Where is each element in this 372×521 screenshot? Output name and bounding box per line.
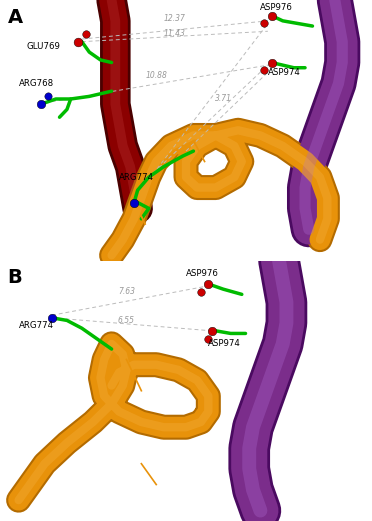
Text: A: A	[7, 8, 23, 27]
Text: ASP976: ASP976	[186, 269, 219, 278]
Point	[269, 11, 275, 20]
Point	[269, 58, 275, 67]
Text: 10.88: 10.88	[145, 71, 167, 80]
Text: GLU769: GLU769	[26, 42, 60, 52]
Point	[83, 30, 89, 38]
Text: 12.37: 12.37	[164, 14, 186, 23]
Point	[45, 92, 51, 101]
Text: 6.55: 6.55	[118, 316, 135, 325]
Text: ASP976: ASP976	[260, 3, 293, 13]
Point	[261, 19, 267, 28]
Point	[131, 199, 137, 207]
Point	[209, 327, 215, 335]
Text: ASP974: ASP974	[268, 68, 301, 78]
Point	[75, 38, 81, 46]
Text: B: B	[7, 268, 22, 287]
Point	[49, 314, 55, 322]
Text: 3.71: 3.71	[215, 94, 232, 104]
Text: 11.43: 11.43	[164, 29, 186, 39]
Point	[205, 334, 211, 343]
Point	[38, 100, 44, 108]
Text: ARG774: ARG774	[119, 172, 154, 182]
Text: ARG774: ARG774	[19, 321, 54, 330]
Text: ARG768: ARG768	[19, 79, 54, 88]
Text: 7.63: 7.63	[118, 287, 135, 296]
Text: ASP974: ASP974	[208, 339, 241, 349]
Point	[198, 288, 204, 296]
Point	[205, 280, 211, 288]
Point	[261, 66, 267, 75]
